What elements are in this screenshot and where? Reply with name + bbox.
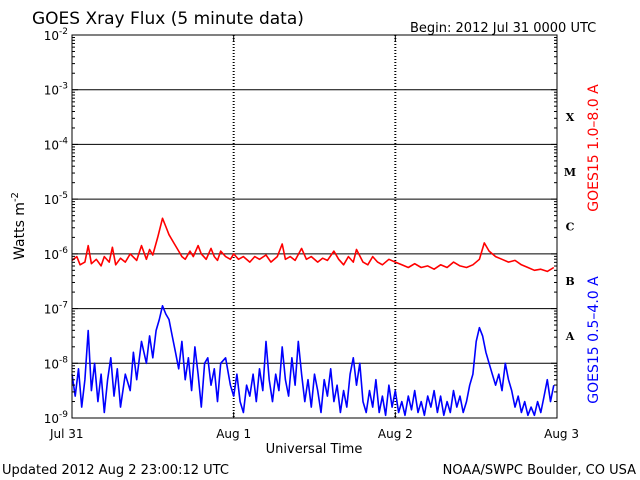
y-tick-exponent: -4 [59, 136, 68, 146]
x-tick-label: Aug 1 [216, 427, 251, 441]
y-tick-label: 10-3 [44, 82, 68, 98]
y-tick-exponent: -8 [59, 355, 68, 365]
grid-lines [72, 35, 557, 418]
series-line-0 [71, 217, 555, 273]
begin-label: Begin: 2012 Jul 31 0000 UTC [410, 21, 596, 36]
y-tick-label: 10-6 [44, 246, 69, 262]
credit-label: NOAA/SWPC Boulder, CO USA [443, 463, 636, 478]
y-tick-base: 10 [44, 248, 59, 262]
legend-blue: GOES15 0.5–4.0 A [586, 276, 602, 404]
y-tick-exponent: -7 [59, 301, 68, 311]
x-axis-label: Universal Time [266, 442, 363, 457]
x-tick-label: Jul 31 [49, 427, 84, 441]
legend-goes15-long: GOES15 1.0–8.0 A [586, 84, 602, 212]
x-axis-ticks: Jul 31 Aug 1 Aug 2 Aug 3 [49, 35, 579, 441]
svg-text:Watts m-2: Watts m-2 [10, 192, 28, 260]
y-tick-label: 10-5 [44, 191, 68, 207]
y-tick-base: 10 [44, 357, 59, 371]
flare-class-m: M [564, 166, 576, 179]
y-tick-base: 10 [44, 138, 59, 152]
y-tick-exponent: -5 [59, 191, 68, 201]
flare-class-x: X [566, 111, 575, 124]
flare-class-labels: X M C B A [564, 111, 576, 343]
y-tick-exponent: -6 [59, 246, 68, 256]
y-tick-label: 10-8 [44, 355, 69, 371]
y-tick-base: 10 [44, 84, 59, 98]
y-tick-base: 10 [44, 412, 59, 426]
y-tick-label: 10-4 [44, 136, 69, 152]
y-tick-base: 10 [44, 193, 59, 207]
legend-goes15-short: GOES15 0.5–4.0 A [586, 276, 602, 404]
plot-frame [71, 34, 558, 419]
y-tick-label: 10-7 [44, 301, 68, 317]
y-axis-label-base: Watts m [12, 202, 28, 260]
flare-class-c: C [566, 221, 575, 234]
x-tick-label: Aug 2 [378, 427, 413, 441]
y-axis-label: Watts m-2 [10, 192, 28, 260]
chart-title: GOES Xray Flux (5 minute data) [32, 9, 304, 29]
y-tick-exponent: -3 [59, 82, 68, 92]
y-tick-exponent: -2 [59, 27, 68, 37]
flare-class-a: A [565, 330, 575, 343]
y-tick-base: 10 [44, 29, 59, 43]
updated-timestamp: Updated 2012 Aug 2 23:00:12 UTC [2, 463, 229, 478]
series-line-1 [71, 304, 555, 417]
y-tick-label: 10-9 [44, 410, 69, 426]
y-tick-label: 10-2 [44, 27, 68, 43]
flare-class-b: B [565, 275, 574, 288]
x-tick-label: Aug 3 [544, 427, 579, 441]
series-layer [71, 217, 555, 417]
legend-red: GOES15 1.0–8.0 A [586, 84, 602, 212]
y-axis-label-exponent: -2 [10, 192, 21, 202]
y-tick-base: 10 [44, 303, 59, 317]
y-tick-exponent: -9 [59, 410, 68, 420]
